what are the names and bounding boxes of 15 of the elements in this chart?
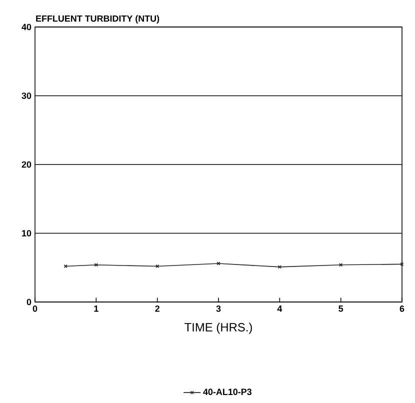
x-tick-label: 4 [277,306,282,312]
x-tick-label: 0 [32,306,38,312]
legend-label: 40-AL10-P3 [203,388,252,396]
y-axis-title: EFFLUENT TURBIDITY (NTU) [36,15,160,24]
y-tick-label: 30 [22,92,32,99]
y-tick-label: 40 [22,24,32,30]
y-tick-label: 10 [22,230,32,236]
x-tick-label: 1 [94,306,98,312]
y-tick-label: 20 [22,161,32,168]
x-tick-label: 5 [338,306,344,312]
y-tick-label: 0 [26,298,32,306]
x-axis-title: TIME (HRS.) [184,322,252,334]
x-tick-label: 3 [216,306,221,312]
x-tick-label: 2 [155,306,160,312]
x-tick-label: 6 [400,306,404,312]
